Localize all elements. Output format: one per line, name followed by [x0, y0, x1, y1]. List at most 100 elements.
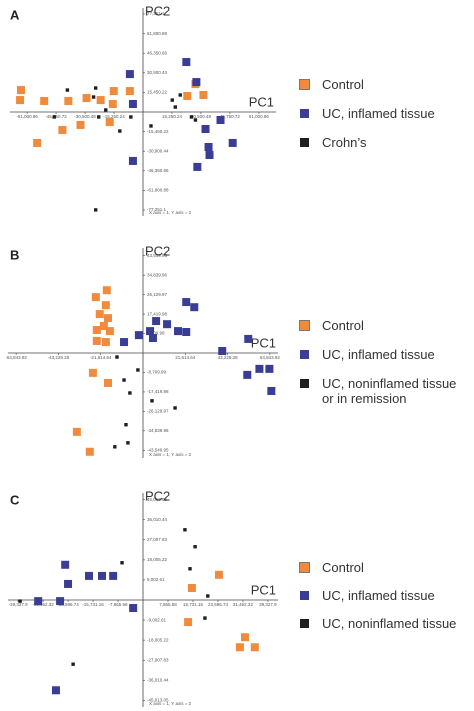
point: [104, 108, 108, 112]
point: [163, 320, 172, 329]
point: [124, 423, 128, 427]
x-tick-label: -64,843.92: [5, 355, 27, 360]
x-tick-label: 21,614.64: [175, 355, 196, 360]
y-tick-label: 27,007.83: [147, 537, 168, 542]
point: [64, 579, 73, 588]
point: [18, 599, 22, 603]
point: [103, 314, 112, 323]
legend-swatch: [299, 562, 310, 573]
legend-label: UC, noninflamed tissue: [322, 616, 457, 631]
point: [88, 368, 97, 377]
y-tick-label: 61,800.88: [147, 31, 168, 36]
point: [16, 96, 25, 105]
y-tick-label: -36,010.44: [147, 677, 169, 682]
y-tick-label: -45,013.05: [147, 698, 169, 703]
axis-note: X axis = 1, Y axis = 2: [149, 452, 192, 457]
legend: Control UC, inflamed tissue UC, noninflame…: [299, 318, 470, 406]
x-tick-label: 30,500.48: [191, 114, 212, 119]
y-tick-label: 9,002.61: [147, 577, 165, 582]
legend-label: Control: [322, 77, 364, 92]
point: [65, 88, 70, 92]
point: [174, 327, 183, 336]
point: [91, 293, 100, 302]
point: [40, 96, 49, 105]
point: [115, 355, 119, 359]
point: [97, 115, 101, 119]
point: [128, 391, 132, 395]
point: [120, 338, 129, 347]
legend-item: Crohn’s: [300, 135, 470, 164]
x-tick-label: 61,000.96: [249, 114, 270, 119]
legend-swatch: [299, 320, 310, 331]
y-tick-label: -34,839.96: [147, 428, 169, 433]
x-tick-label: 15,731.16: [183, 602, 204, 607]
point: [109, 87, 118, 96]
legend-label: UC, noninflamed tissue or in remission: [322, 376, 457, 406]
x-tick-label: -21,614.64: [90, 355, 112, 360]
point: [188, 567, 192, 571]
point: [182, 58, 191, 67]
point: [150, 399, 154, 403]
y-tick-label: -17,419.98: [147, 389, 169, 394]
y-tick-label: -8,709.99: [147, 370, 167, 375]
x-axis-label: PC1: [249, 94, 274, 109]
x-tick-label: -45,750.72: [45, 114, 67, 119]
point: [33, 138, 42, 147]
point: [128, 100, 137, 109]
point: [146, 327, 155, 336]
point: [265, 364, 274, 373]
point: [178, 93, 182, 97]
point: [240, 633, 249, 642]
point: [183, 92, 192, 101]
axis-note: X axis = 1, Y axis = 2: [149, 210, 192, 215]
x-tick-label: -23,596.74: [57, 602, 79, 607]
legend-item: UC, noninflamed tissue: [300, 616, 470, 644]
point: [76, 120, 85, 129]
point: [136, 368, 140, 372]
point: [218, 346, 227, 355]
x-tick-label: -61,000.96: [16, 114, 38, 119]
point: [190, 303, 199, 312]
x-tick-label: -7,865.58: [109, 602, 129, 607]
point: [128, 156, 137, 165]
point: [103, 378, 112, 387]
point: [250, 643, 259, 652]
point: [101, 301, 110, 310]
point: [93, 208, 98, 212]
point: [184, 618, 193, 627]
point: [267, 386, 276, 395]
point: [126, 441, 130, 445]
point: [182, 328, 191, 336]
point: [98, 571, 107, 580]
legend-swatch: [300, 109, 309, 118]
x-axis-label: PC1: [251, 582, 276, 597]
x-tick-label: 64,843.92: [260, 355, 281, 360]
point: [72, 427, 81, 436]
legend-label: Crohn’s: [322, 135, 367, 150]
point: [206, 594, 210, 598]
point: [192, 78, 201, 87]
x-tick-label: 23,596.74: [208, 602, 229, 607]
point: [61, 560, 70, 569]
point: [235, 643, 244, 652]
point: [71, 662, 75, 666]
point: [105, 327, 114, 336]
point: [82, 94, 91, 103]
y-tick-label: 45,013.05: [147, 497, 168, 502]
point: [205, 150, 214, 159]
x-tick-label: -15,250.24: [103, 114, 125, 119]
point: [92, 336, 101, 345]
y-tick-label: -15,450.22: [147, 129, 169, 134]
point: [129, 604, 138, 613]
legend-item: UC, inflamed tissue: [300, 347, 470, 376]
legend-label: UC, inflamed tissue: [322, 588, 435, 603]
legend-swatch: [300, 379, 309, 388]
x-tick-label: 7,865.58: [159, 602, 177, 607]
legend-swatch: [300, 138, 309, 147]
point: [101, 338, 110, 347]
legend-label: UC, inflamed tissue: [322, 347, 435, 362]
y-tick-label: 34,839.96: [147, 272, 168, 277]
point: [58, 126, 67, 135]
